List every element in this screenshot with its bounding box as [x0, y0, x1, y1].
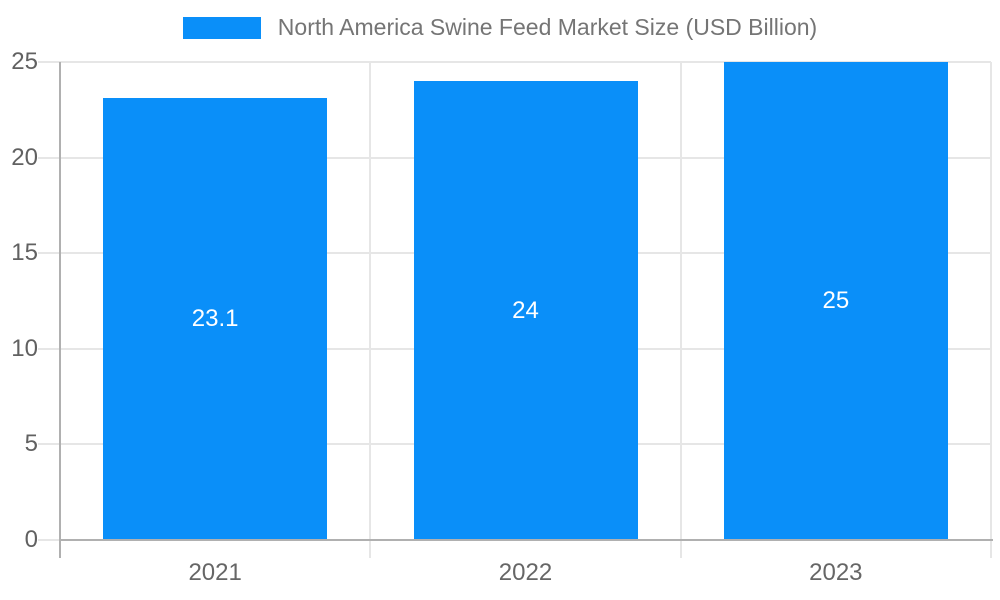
bar-value-label: 24: [512, 296, 539, 324]
gridline-y-25: [60, 61, 991, 63]
plot-right-border: [990, 62, 992, 558]
y-axis-tick-label: 5: [24, 430, 38, 458]
bar-2023: [723, 62, 948, 540]
bar-value-label: 23.1: [191, 305, 239, 333]
y-axis-tick-label: 0: [24, 526, 38, 553]
axis-tick-y-25: [38, 61, 60, 63]
x-axis-line: [60, 539, 993, 541]
axis-tick-y-10: [38, 347, 60, 350]
x-axis-tick-label: 2022: [498, 559, 553, 586]
y-axis-tick-label: 25: [11, 48, 38, 75]
bar-2022: [413, 81, 638, 540]
bar-2021: [103, 98, 328, 540]
x-axis-tick-label: 2021: [188, 559, 242, 586]
axis-tick-y-5: [38, 443, 60, 446]
y-axis-tick-label: 20: [11, 143, 38, 171]
x-axis-tick-label: 2023: [809, 559, 863, 586]
category-separator: [369, 62, 372, 558]
y-axis-line: [59, 62, 61, 558]
axis-tick-y-0: [38, 539, 60, 541]
axis-tick-y-20: [38, 156, 60, 159]
y-axis-tick-label: 10: [11, 334, 38, 362]
chart-title: North America Swine Feed Market Size (US…: [277, 14, 818, 40]
legend-swatch: [182, 16, 261, 39]
axis-tick-y-15: [38, 252, 60, 255]
chart-legend: North America Swine Feed Market Size (US…: [0, 14, 1000, 41]
bar-value-label: 25: [822, 287, 850, 314]
y-axis-tick-label: 15: [11, 239, 38, 267]
category-separator: [679, 62, 682, 558]
